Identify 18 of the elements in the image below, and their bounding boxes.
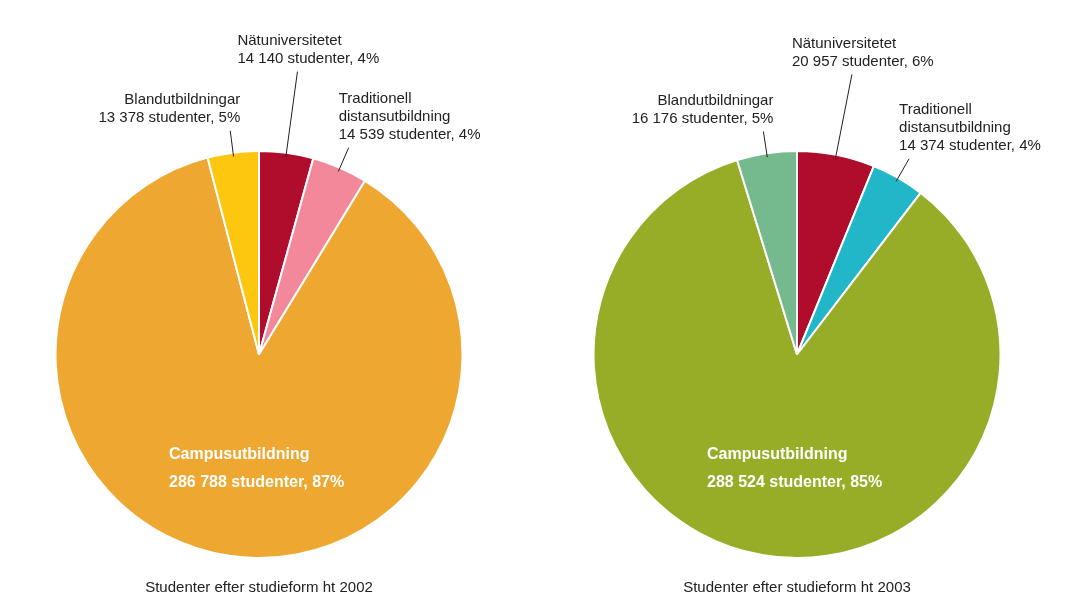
slice-label: Nätuniversitetet (237, 31, 343, 49)
slice-label: Traditionell distansutbildning (899, 100, 1011, 136)
slice-label: Campusutbildning (169, 444, 310, 462)
data-label: 16 176 studenter, 5% (631, 109, 774, 127)
slice-label: Traditionell distansutbildning (338, 89, 451, 125)
data-label: 286 788 studenter, 87% (169, 472, 345, 490)
data-label: 20 957 studenter, 6% (791, 51, 934, 69)
text: Studenter efter studieform ht 2003 (683, 578, 911, 596)
data-label: 14 374 studenter, 4% (899, 136, 1041, 154)
data-label: 14 539 studenter, 4% (338, 125, 481, 143)
slice-label: Blandutbildningar (124, 90, 241, 108)
data-label: 288 524 studenter, 85% (707, 472, 883, 490)
slice-label: Nätuniversitetet (791, 33, 897, 51)
data-label: 14 140 studenter, 4% (237, 49, 380, 67)
text: Studenter efter studieform ht 2002 (145, 578, 373, 596)
data-label: 13 378 studenter, 5% (98, 108, 241, 126)
slice-label: Blandutbildningar (657, 91, 774, 109)
slice-label: Campusutbildning (707, 444, 848, 462)
